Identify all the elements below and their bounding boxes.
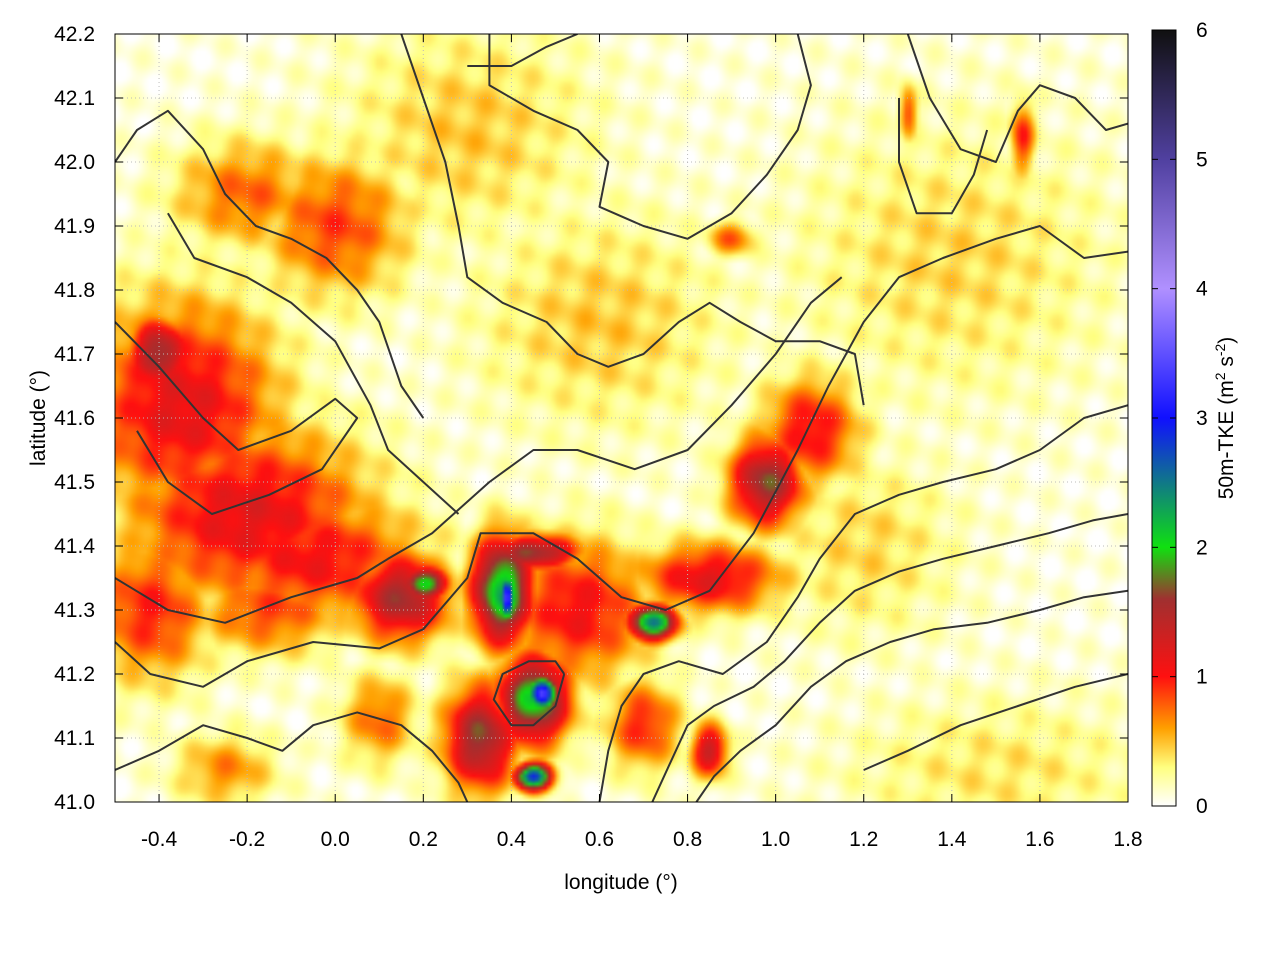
x-tick-label: 1.0 xyxy=(761,828,790,851)
colorbar-title-sup2: -2 xyxy=(1212,343,1228,356)
colorbar-title-main: 50m-TKE (m xyxy=(1215,380,1238,499)
y-tick-label: 41.0 xyxy=(54,791,95,814)
contour-line xyxy=(115,711,469,802)
x-tick-label: -0.4 xyxy=(141,828,178,851)
contour-line xyxy=(167,212,460,515)
terrain-contour-lines xyxy=(115,34,1128,802)
x-tick-label: 0.8 xyxy=(673,828,702,851)
x-tick-label: 1.8 xyxy=(1113,828,1142,851)
contour-line xyxy=(115,225,1128,688)
x-axis-ticks: -0.4 -0.2 0.0 0.2 0.4 0.6 0.8 1.0 1.2 1.4 1.6 1.8 xyxy=(141,34,1143,851)
contour-line xyxy=(400,34,865,406)
contour-line xyxy=(115,276,843,624)
x-tick-label: 1.4 xyxy=(937,828,967,851)
y-tick-label: 41.6 xyxy=(54,407,95,430)
contour-line xyxy=(598,404,1128,802)
contour-line xyxy=(906,34,1128,163)
colorbar-title-mid: s xyxy=(1215,356,1238,372)
x-tick-label: 0.6 xyxy=(585,828,614,851)
x-tick-label: -0.2 xyxy=(229,828,265,851)
contour-line xyxy=(488,34,812,240)
y-tick-label: 42.1 xyxy=(54,87,95,110)
y-tick-label: 41.4 xyxy=(54,535,95,558)
contour-line xyxy=(651,513,1128,802)
y-tick-label: 41.9 xyxy=(54,215,95,238)
colorbar-tick-label: 1 xyxy=(1196,666,1208,689)
colorbar-title-sup1: 2 xyxy=(1212,372,1228,380)
contour-line xyxy=(898,98,989,215)
y-tick-label: 41.5 xyxy=(54,471,95,494)
colorbar-title: 50m-TKE (m2 s-2) xyxy=(1212,337,1238,500)
y-tick-label: 41.1 xyxy=(54,727,95,750)
x-tick-label: 0.0 xyxy=(321,828,350,851)
x-tick-label: 0.2 xyxy=(409,828,438,851)
y-tick-label: 42.0 xyxy=(54,151,95,174)
colorbar-tick-label: 5 xyxy=(1196,148,1208,171)
y-tick-label: 41.3 xyxy=(54,599,95,622)
contour-line xyxy=(115,109,425,419)
colorbar-tick-label: 4 xyxy=(1196,278,1208,301)
colorbar-tick-label: 0 xyxy=(1196,795,1208,818)
y-tick-label: 41.7 xyxy=(54,343,95,366)
contour-line xyxy=(492,660,566,727)
y-axis-title: latitude (°) xyxy=(27,370,50,466)
contour-line xyxy=(695,589,1128,802)
colorbar-ticks: 0 1 2 3 4 5 6 xyxy=(1152,19,1208,818)
tke-heatmap-field xyxy=(115,34,1128,802)
contour-line xyxy=(863,673,1128,771)
x-tick-label: 1.6 xyxy=(1025,828,1054,851)
y-axis-ticks: 41.0 41.1 41.2 41.3 41.4 41.5 41.6 41.7 41.8 41.9… xyxy=(54,23,1128,814)
contour-line xyxy=(467,34,578,67)
x-axis-title: longitude (°) xyxy=(564,871,677,894)
x-tick-label: 0.4 xyxy=(497,828,527,851)
colorbar-tick-label: 2 xyxy=(1196,536,1208,559)
colorbar-tick-label: 3 xyxy=(1196,407,1208,430)
y-tick-label: 42.2 xyxy=(54,23,95,46)
colorbar-tick-label: 6 xyxy=(1196,19,1208,42)
y-tick-label: 41.8 xyxy=(54,279,95,302)
contour-line xyxy=(115,321,359,515)
colorbar-title-end: ) xyxy=(1215,337,1238,344)
y-tick-label: 41.2 xyxy=(54,663,95,686)
x-tick-label: 1.2 xyxy=(849,828,878,851)
